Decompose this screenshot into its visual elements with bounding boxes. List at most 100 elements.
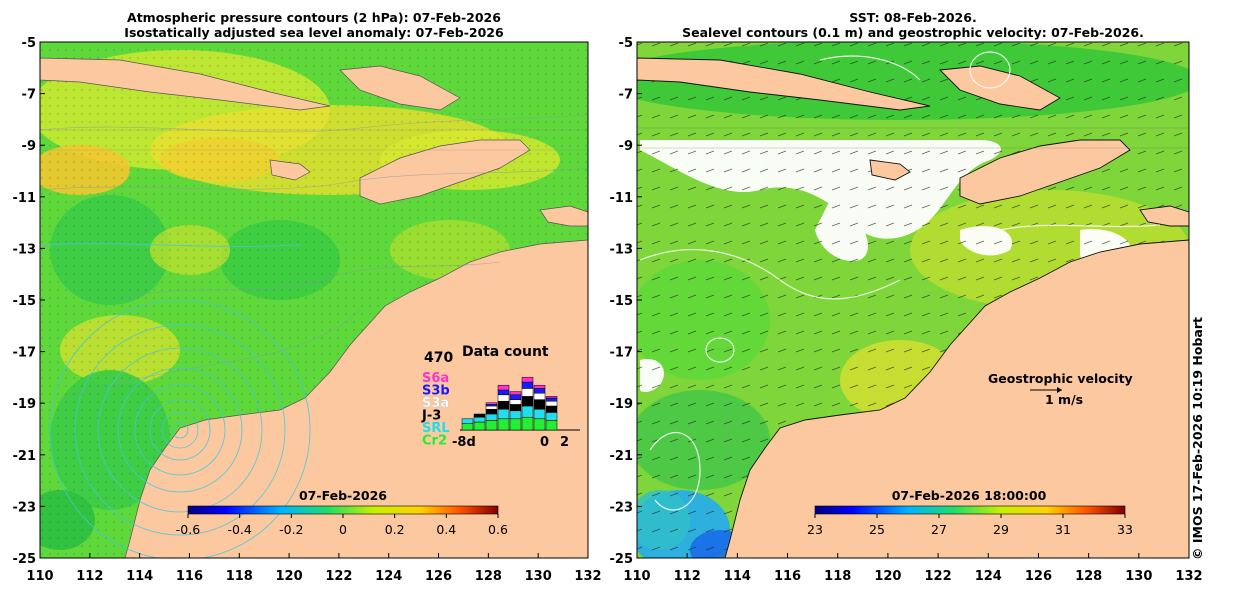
inset-bar-segment bbox=[473, 416, 486, 423]
left-lat-tick-label: -9 bbox=[22, 139, 36, 154]
inset-x-zero: 0 bbox=[540, 435, 549, 450]
left-lat-tick-label: -7 bbox=[22, 88, 36, 103]
left-lon-tick-label: 112 bbox=[76, 569, 103, 584]
inset-bar-segment bbox=[521, 416, 534, 431]
sst-land bbox=[637, 57, 1189, 558]
velocity-arrowhead-icon bbox=[1057, 387, 1062, 393]
sst-colorbar: 07-Feb-2026 18:00:00 23 25 27 29 31 33 bbox=[807, 488, 1133, 537]
right-lat-tick-label: -19 bbox=[610, 397, 634, 412]
left-lat-tick-label: -17 bbox=[13, 346, 37, 361]
right-lon-tick-label: 116 bbox=[774, 569, 801, 584]
sst-colorbar-tick-label: 23 bbox=[807, 522, 823, 537]
left-lon-tick-label: 114 bbox=[126, 569, 153, 584]
left-lon-tick-label: 122 bbox=[325, 569, 352, 584]
left-lon-tick-label: 132 bbox=[574, 569, 601, 584]
sla-colorbar-tick-label: 0.4 bbox=[436, 522, 456, 537]
left-lat-tick-label: -13 bbox=[13, 242, 37, 257]
inset-bar-segment bbox=[497, 389, 510, 396]
left-lon-tick-label: 116 bbox=[176, 569, 203, 584]
left-lat-tick-label: -5 bbox=[22, 36, 36, 51]
inset-bar-segment bbox=[533, 388, 546, 394]
inset-bars bbox=[460, 376, 580, 431]
inset-bar-segment bbox=[545, 420, 558, 431]
left-lat-tick-label: -19 bbox=[13, 397, 37, 412]
right-lat-tick-label: -9 bbox=[619, 139, 633, 154]
inset-bar-segment bbox=[473, 413, 486, 418]
left-lon-tick-label: 128 bbox=[475, 569, 502, 584]
right-lon-tick-label: 120 bbox=[874, 569, 901, 584]
inset-bar-segment bbox=[533, 399, 546, 410]
sla-colorbar-tick-label: 0.2 bbox=[385, 522, 405, 537]
inset-legend-cr2: Cr2 bbox=[422, 434, 447, 449]
inset-bar-segment bbox=[509, 399, 522, 405]
inset-bar-segment bbox=[485, 413, 498, 421]
inset-bar-segment bbox=[545, 397, 558, 402]
inset-bar-segment bbox=[533, 418, 546, 431]
velocity-scale-label: 1 m/s bbox=[1045, 392, 1083, 407]
left-title-line-2: Isostatically adjusted sea level anomaly… bbox=[124, 25, 504, 40]
inset-legend-s3b: S3b bbox=[422, 384, 450, 399]
sla-colorbar-tick-label: -0.4 bbox=[227, 522, 251, 537]
right-lon-tick-label: 122 bbox=[925, 569, 952, 584]
inset-bar-segment bbox=[497, 384, 510, 391]
inset-legend-s6a: S6a bbox=[422, 371, 449, 386]
sla-colorbar-date: 07-Feb-2026 bbox=[299, 488, 387, 503]
right-lon-tick-label: 128 bbox=[1075, 569, 1102, 584]
right-lon-tick-label: 126 bbox=[1025, 569, 1052, 584]
inset-bar-segment bbox=[461, 423, 474, 431]
right-lon-tick-label: 124 bbox=[975, 569, 1002, 584]
left-panel-title: Atmospheric pressure contours (2 hPa): 0… bbox=[40, 10, 588, 40]
sla-colorbar-tick-label: 0 bbox=[339, 522, 347, 537]
inset-bar-segment bbox=[497, 418, 510, 431]
inset-legend-j-3: J-3 bbox=[421, 409, 441, 424]
inset-title: Data count bbox=[462, 344, 549, 360]
inset-bar-segment bbox=[521, 405, 534, 418]
left-axes: -5 -7 -9 -11 -13 -15 -17 -19 -21 -23 -25 110 112 114 1… bbox=[13, 36, 602, 584]
left-title-line-1: Atmospheric pressure contours (2 hPa): 0… bbox=[127, 10, 501, 25]
inset-x-start: -8d bbox=[452, 435, 476, 450]
sst-map bbox=[637, 42, 1189, 558]
right-lat-tick-label: -7 bbox=[619, 88, 633, 103]
sst-gridlines bbox=[637, 127, 1189, 149]
right-lat-tick-label: -23 bbox=[610, 500, 634, 515]
right-lon-tick-label: 130 bbox=[1125, 569, 1152, 584]
left-lat-tick-label: -23 bbox=[13, 500, 37, 515]
sla-gridlines bbox=[40, 129, 588, 151]
right-lon-tick-label: 114 bbox=[724, 569, 751, 584]
sla-map bbox=[40, 42, 588, 558]
inset-bar-segment bbox=[485, 408, 498, 415]
inset-bar-segment bbox=[509, 404, 522, 412]
sst-colorbar-tick-label: 31 bbox=[1055, 522, 1071, 537]
inset-max-count: 470 bbox=[424, 350, 453, 366]
right-title-line-1: SST: 08-Feb-2026. bbox=[849, 10, 977, 25]
inset-legend-s3a: S3a bbox=[422, 396, 449, 411]
sla-colorbar: 07-Feb-2026 -0.6 -0.4 -0.2 0 0.2 0.4 0.6 bbox=[176, 488, 508, 537]
sst-colorbar-tick-label: 29 bbox=[993, 522, 1009, 537]
inset-bar-segment bbox=[521, 376, 534, 383]
inset-bar-segment bbox=[545, 396, 558, 399]
sla-colorbar-tick-label: 0.6 bbox=[488, 522, 508, 537]
inset-bar-segment bbox=[509, 394, 522, 400]
velocity-legend-label: Geostrophic velocity bbox=[988, 371, 1133, 386]
inset-bar-segment bbox=[545, 400, 558, 407]
inset-bar-segment bbox=[509, 410, 522, 420]
velocity-legend: Geostrophic velocity 1 m/s bbox=[988, 371, 1133, 407]
inset-bar-segment bbox=[485, 420, 498, 431]
left-lon-tick-label: 118 bbox=[226, 569, 253, 584]
right-lon-tick-label: 132 bbox=[1175, 569, 1202, 584]
right-lon-tick-label: 110 bbox=[623, 569, 650, 584]
left-lon-tick-label: 124 bbox=[375, 569, 402, 584]
right-lat-tick-label: -13 bbox=[610, 242, 634, 257]
left-lat-tick-label: -21 bbox=[13, 449, 37, 464]
left-lon-tick-label: 126 bbox=[425, 569, 452, 584]
copyright-text: © IMOS 17-Feb-2026 10:19 Hobart bbox=[1190, 316, 1205, 560]
left-lat-tick-label: -25 bbox=[13, 552, 37, 567]
inset-bar-segment bbox=[521, 388, 534, 397]
left-lat-tick-label: -15 bbox=[13, 294, 37, 309]
inset-bar-segment bbox=[473, 421, 486, 431]
inset-bar-segment bbox=[461, 418, 474, 424]
inset-bar-segment bbox=[545, 412, 558, 421]
right-lat-tick-label: -25 bbox=[610, 552, 634, 567]
inset-bar-segment bbox=[509, 391, 522, 396]
